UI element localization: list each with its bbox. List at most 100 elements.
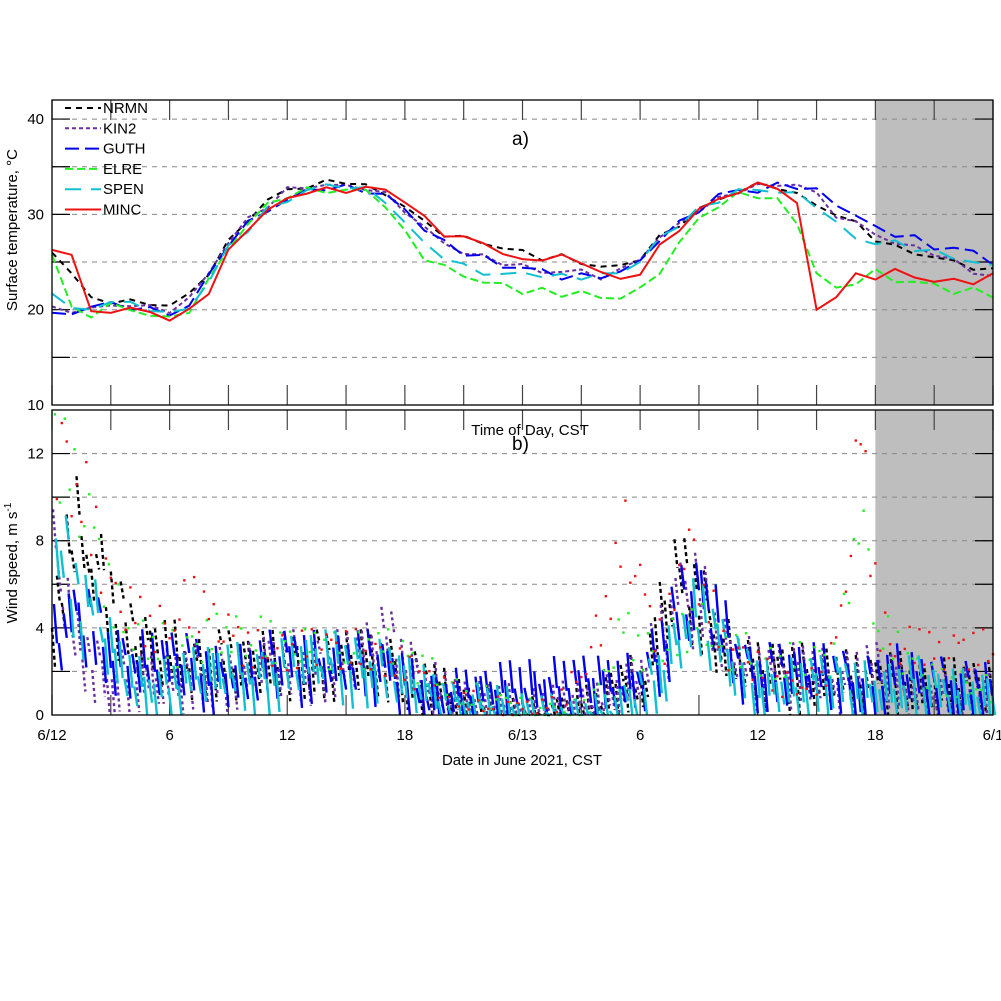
data-point [770,673,776,695]
data-point [269,620,272,623]
data-point [942,668,946,671]
data-point [142,676,149,716]
data-point [559,706,565,716]
data-point [368,661,374,689]
data-point [178,618,181,621]
data-point [207,617,211,621]
data-point [182,652,188,684]
data-point [138,656,144,688]
data-point [678,563,681,567]
data-point [212,665,218,702]
data-point [126,665,132,699]
data-point [732,648,735,651]
data-point [701,584,708,624]
data-point [467,708,470,711]
data-point [179,683,185,715]
data-point [295,666,299,670]
data-point [896,630,900,634]
data-point [546,707,553,716]
data-point [239,627,243,630]
data-point [918,628,921,631]
data-point [914,687,920,711]
data-point [749,662,753,665]
data-point [354,627,358,631]
data-point [81,659,87,692]
data-point [585,672,588,676]
data-point [783,677,789,706]
data-point [619,565,622,568]
data-point [822,643,828,682]
data-point [217,629,223,645]
data-point [637,671,644,686]
data-point [980,688,983,692]
data-point [670,586,676,610]
data-point [228,654,234,673]
data-point [397,655,404,694]
data-point [712,589,715,592]
data-point [582,655,588,683]
data-point [756,650,759,654]
data-point [168,637,171,640]
data-point [313,631,316,635]
data-point [759,674,762,677]
data-point [804,687,810,716]
data-point [663,662,666,665]
data-point [406,654,410,658]
data-point [245,663,252,685]
data-point [430,675,436,711]
legend-item-nrmn: NRMN [65,100,148,117]
data-point [379,646,382,649]
data-point [690,608,694,611]
data-point [774,677,777,681]
data-point [422,664,428,701]
data-point [308,650,311,654]
data-point [709,628,715,650]
data-point [241,641,248,664]
data-point [71,634,77,657]
data-point [454,667,461,699]
data-point [193,643,200,661]
data-point [769,646,772,650]
data-point [231,673,237,692]
data-point [697,603,701,606]
data-point [170,632,176,657]
data-point [455,678,459,681]
data-point [163,622,166,625]
data-point [817,666,823,688]
data-point [734,643,740,659]
data-point [206,646,213,682]
data-point [967,668,970,671]
data-point [143,616,150,641]
data-point [414,658,420,675]
data-point [76,612,82,651]
data-point [667,625,673,665]
data-point [437,696,441,699]
data-point [692,564,699,593]
data-point [176,666,179,669]
data-point [954,682,960,716]
data-point [204,651,211,687]
data-point [727,669,730,672]
data-point [347,661,351,664]
data-point [58,501,62,504]
data-point [636,671,642,686]
data-point [436,683,439,686]
data-point [825,648,831,682]
data-point [127,627,130,630]
data-point [957,641,960,645]
data-point [369,668,372,671]
data-point [157,671,164,698]
data-point [167,687,173,716]
data-point [633,698,639,716]
data-point [188,626,191,629]
data-point [529,697,532,700]
data-point [959,673,965,711]
data-point [886,615,890,618]
data-point [103,638,110,675]
panel-a-label: a) [512,129,529,150]
data-point [178,656,184,688]
data-point [335,637,341,676]
data-point [796,661,803,702]
series-line-guth [51,181,994,317]
data-point [113,648,119,684]
